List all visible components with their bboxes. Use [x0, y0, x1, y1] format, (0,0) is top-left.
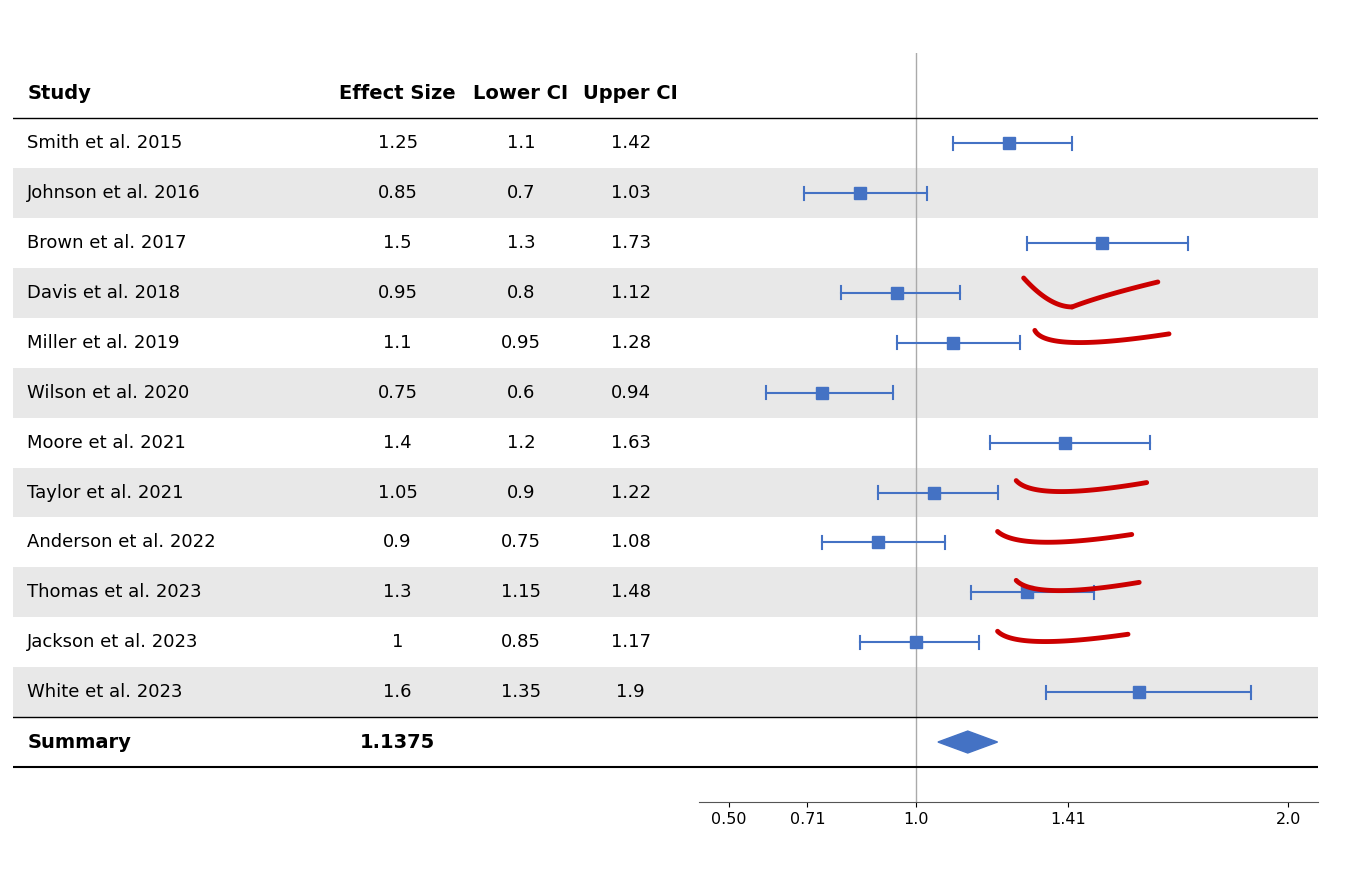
Text: Study: Study [27, 84, 91, 102]
Text: 1.4: 1.4 [383, 434, 412, 452]
Text: 1.73: 1.73 [611, 234, 651, 252]
Text: Jackson et al. 2023: Jackson et al. 2023 [27, 634, 199, 651]
Text: 0.9: 0.9 [383, 534, 412, 552]
Text: Johnson et al. 2016: Johnson et al. 2016 [27, 184, 200, 202]
Bar [699, 568, 1318, 617]
Bar [13, 368, 699, 418]
Text: 1.9: 1.9 [616, 683, 646, 701]
Text: Miller et al. 2019: Miller et al. 2019 [27, 334, 180, 352]
Text: 1.03: 1.03 [611, 184, 651, 202]
Text: 1.63: 1.63 [611, 434, 651, 452]
Bar [699, 667, 1318, 717]
Text: 1.12: 1.12 [611, 284, 651, 302]
Text: Summary: Summary [27, 732, 130, 751]
Text: 1.42: 1.42 [611, 135, 651, 152]
Text: Effect Size: Effect Size [339, 84, 456, 102]
Text: Moore et al. 2021: Moore et al. 2021 [27, 434, 186, 452]
Text: Upper CI: Upper CI [584, 84, 678, 102]
Text: 1.05: 1.05 [378, 484, 417, 502]
Text: Taylor et al. 2021: Taylor et al. 2021 [27, 484, 184, 502]
Bar [13, 168, 699, 218]
Text: 1.08: 1.08 [611, 534, 651, 552]
Text: Wilson et al. 2020: Wilson et al. 2020 [27, 384, 190, 402]
Text: 1.1375: 1.1375 [360, 732, 436, 751]
Text: 0.94: 0.94 [611, 384, 651, 402]
Text: 0.7: 0.7 [507, 184, 535, 202]
Text: 1.17: 1.17 [611, 634, 651, 651]
Text: 1.3: 1.3 [507, 234, 535, 252]
Text: Brown et al. 2017: Brown et al. 2017 [27, 234, 187, 252]
Text: 1.28: 1.28 [611, 334, 651, 352]
Bar [13, 268, 699, 318]
Text: Lower CI: Lower CI [473, 84, 569, 102]
Bar [13, 568, 699, 617]
Text: 0.95: 0.95 [502, 334, 541, 352]
Bar [13, 667, 699, 717]
Bar [699, 268, 1318, 318]
Text: 1.25: 1.25 [378, 135, 418, 152]
Text: 1.2: 1.2 [507, 434, 535, 452]
Text: 1.48: 1.48 [611, 584, 651, 601]
Text: 1.5: 1.5 [383, 234, 412, 252]
Text: 0.75: 0.75 [378, 384, 417, 402]
Text: 0.8: 0.8 [507, 284, 535, 302]
Text: 0.75: 0.75 [502, 534, 541, 552]
Text: 1: 1 [391, 634, 404, 651]
Text: 0.95: 0.95 [378, 284, 417, 302]
Text: 1.3: 1.3 [383, 584, 412, 601]
Text: 1.1: 1.1 [507, 135, 535, 152]
Text: Anderson et al. 2022: Anderson et al. 2022 [27, 534, 215, 552]
Bar [699, 168, 1318, 218]
Polygon shape [937, 731, 998, 753]
Text: 1.15: 1.15 [502, 584, 541, 601]
Text: 1.1: 1.1 [383, 334, 412, 352]
Text: 0.85: 0.85 [502, 634, 541, 651]
Text: 1.35: 1.35 [500, 683, 541, 701]
Text: 0.9: 0.9 [507, 484, 535, 502]
Bar [699, 468, 1318, 518]
Text: 0.6: 0.6 [507, 384, 535, 402]
Text: White et al. 2023: White et al. 2023 [27, 683, 183, 701]
Bar [13, 468, 699, 518]
Text: Smith et al. 2015: Smith et al. 2015 [27, 135, 183, 152]
Text: 1.22: 1.22 [611, 484, 651, 502]
Text: Thomas et al. 2023: Thomas et al. 2023 [27, 584, 202, 601]
Text: 1.6: 1.6 [383, 683, 412, 701]
Text: 0.85: 0.85 [378, 184, 417, 202]
Bar [699, 368, 1318, 418]
Text: Davis et al. 2018: Davis et al. 2018 [27, 284, 180, 302]
